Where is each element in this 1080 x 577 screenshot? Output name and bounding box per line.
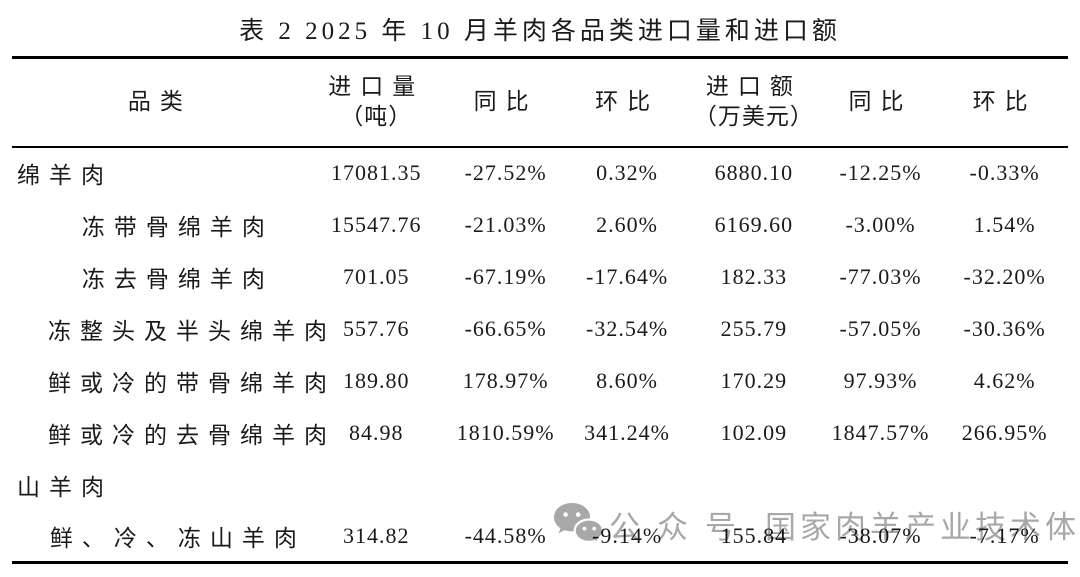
value-cell: 8.60% xyxy=(596,367,658,393)
value-cell: -7.17% xyxy=(969,522,1040,548)
value-cell: -32.54% xyxy=(586,315,669,341)
value-cell: -57.05% xyxy=(839,315,922,341)
table-row: 鲜或冷的去骨绵羊肉 84.98 1810.59% 341.24% 102.09 1847.… xyxy=(12,407,1068,459)
value-cell: 97.93% xyxy=(843,367,918,393)
value-cell: -77.03% xyxy=(839,263,922,289)
value-cell xyxy=(308,459,445,511)
category-cell: 鲜或冷的去骨绵羊肉 xyxy=(48,422,336,448)
table-row: 冻带骨绵羊肉 15547.76 -21.03% 2.60% 6169.60 -3.00% 1… xyxy=(12,199,1068,251)
value-cell: -27.52% xyxy=(464,160,547,185)
value-cell: 266.95% xyxy=(961,419,1048,445)
table-body: 绵羊肉 17081.35 -27.52% 0.32% 6880.10 -12.25% -0.… xyxy=(12,147,1068,563)
value-cell xyxy=(820,459,941,511)
category-cell: 鲜或冷的带骨绵羊肉 xyxy=(48,370,336,396)
category-cell: 冻带骨绵羊肉 xyxy=(81,214,274,240)
value-cell: -17.64% xyxy=(586,263,669,289)
value-cell: 6880.10 xyxy=(714,160,794,185)
value-cell: 2.60% xyxy=(596,211,658,237)
value-cell: -38.07% xyxy=(839,522,922,548)
import-data-table: 品类 进口量 （吨） 同比 环比 进口额 （万美元） 同比 xyxy=(12,56,1068,564)
category-cell: 鲜、冷、冻山羊肉 xyxy=(49,525,306,551)
table-row: 鲜或冷的带骨绵羊肉 189.80 178.97% 8.60% 170.29 97.93% 4… xyxy=(12,355,1068,407)
table-row: 山羊肉 xyxy=(12,459,1068,511)
value-cell: 84.98 xyxy=(349,419,404,445)
col-header-volume-mom: 环比 xyxy=(595,89,660,115)
value-cell: 1.54% xyxy=(973,211,1036,237)
category-cell: 山羊肉 xyxy=(17,474,113,500)
col-header-import-volume: 进口量 （吨） xyxy=(328,73,425,130)
value-cell: 701.05 xyxy=(343,263,410,289)
value-cell: 170.29 xyxy=(720,367,788,393)
value-cell: 1847.57% xyxy=(831,419,930,445)
value-cell: 6169.60 xyxy=(714,211,794,237)
value-cell: -30.36% xyxy=(963,315,1046,341)
col-header-volume-yoy: 同比 xyxy=(473,89,538,115)
value-cell: 182.33 xyxy=(720,263,788,289)
value-cell xyxy=(566,459,687,511)
value-cell: 102.09 xyxy=(720,419,788,445)
value-cell xyxy=(688,459,820,511)
page-title: 表 2 2025 年 10 月羊肉各品类进口量和进口额 xyxy=(239,18,841,45)
table-row: 冻整头及半头绵羊肉 557.76 -66.65% -32.54% 255.79 -57.0… xyxy=(12,303,1068,355)
col-header-value-yoy: 同比 xyxy=(848,89,913,115)
value-cell: 4.62% xyxy=(973,367,1036,393)
value-cell xyxy=(941,459,1068,511)
value-cell: 1810.59% xyxy=(456,419,555,445)
value-cell: 178.97% xyxy=(462,367,549,393)
col-header-value-mom: 环比 xyxy=(972,89,1037,115)
value-cell: 255.79 xyxy=(720,315,788,341)
value-cell: -66.65% xyxy=(464,315,547,341)
category-cell: 冻整头及半头绵羊肉 xyxy=(48,318,336,344)
value-cell: -0.33% xyxy=(969,160,1040,185)
value-cell: -32.20% xyxy=(963,263,1046,289)
value-cell: 314.82 xyxy=(343,522,410,548)
value-cell: 15547.76 xyxy=(331,211,422,237)
category-cell: 绵羊肉 xyxy=(17,163,113,188)
value-cell: -3.00% xyxy=(845,211,916,237)
header-row: 品类 进口量 （吨） 同比 环比 进口额 （万美元） 同比 xyxy=(12,58,1068,147)
value-cell xyxy=(445,459,566,511)
col-header-import-value: 进口额 （万美元） xyxy=(693,73,814,130)
value-cell: 341.24% xyxy=(584,419,670,445)
table-row: 绵羊肉 17081.35 -27.52% 0.32% 6880.10 -12.25% -0.… xyxy=(12,147,1068,199)
value-cell: -12.25% xyxy=(839,160,922,185)
col-header-category: 品类 xyxy=(127,89,192,115)
category-cell: 冻去骨绵羊肉 xyxy=(81,266,274,292)
table-row: 冻去骨绵羊肉 701.05 -67.19% -17.64% 182.33 -77.03% -… xyxy=(12,251,1068,303)
table-row: 鲜、冷、冻山羊肉 314.82 -44.58% -9.14% 155.84 -38.07%… xyxy=(12,511,1068,563)
value-cell: 189.80 xyxy=(343,367,410,393)
value-cell: -67.19% xyxy=(464,263,547,289)
value-cell: 155.84 xyxy=(720,522,788,548)
value-cell: -44.58% xyxy=(464,522,547,548)
value-cell: 0.32% xyxy=(596,160,658,185)
value-cell: 17081.35 xyxy=(331,160,422,185)
value-cell: 557.76 xyxy=(343,315,410,341)
value-cell: -21.03% xyxy=(464,211,547,237)
value-cell: -9.14% xyxy=(592,522,663,548)
